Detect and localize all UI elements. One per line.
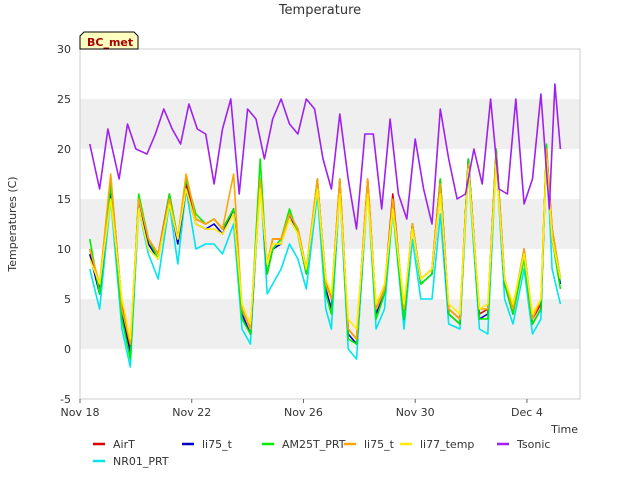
legend: AirT li75_t AM25T_PRT li75_t li77_temp Tsonic… (93, 438, 550, 468)
plot-area (79, 48, 581, 400)
x-tick-label: Nov 18 (61, 406, 100, 419)
y-axis: -5 0 5 10 15 20 25 30 (57, 43, 71, 406)
legend-label: li75_t (364, 438, 395, 451)
legend-label: NR01_PRT (113, 455, 169, 468)
x-tick-label: Nov 26 (284, 406, 323, 419)
y-axis-label: Temperatures (C) (6, 176, 19, 272)
legend-label: li77_temp (420, 438, 474, 451)
series-lines (89, 83, 562, 368)
x-tick-label: Dec 4 (511, 406, 543, 419)
y-tick-label: 5 (64, 293, 71, 306)
y-tick-label: 10 (57, 243, 71, 256)
y-tick-label: 0 (64, 343, 71, 356)
y-tick-label: 30 (57, 43, 71, 56)
y-tick-label: 15 (57, 193, 71, 206)
y-tick-label: -5 (60, 393, 71, 406)
series-line-li77-temp-5 (89, 158, 562, 340)
legend-label: li75_t (202, 438, 233, 451)
chart-title: Temperature (278, 3, 361, 18)
station-label: BC_met (87, 36, 133, 49)
legend-label: AirT (113, 438, 135, 451)
station-label-box: BC_met (79, 31, 139, 50)
y-tick-label: 25 (57, 93, 71, 106)
legend-label: Tsonic (516, 438, 550, 451)
grid-band (80, 199, 580, 249)
grid-band (80, 99, 580, 149)
x-axis: Nov 18 Nov 22 Nov 26 Nov 30 Dec 4 (61, 399, 543, 419)
series-line-tsonic-6 (89, 83, 562, 230)
x-tick-label: Nov 30 (396, 406, 435, 419)
legend-label: AM25T_PRT (282, 438, 346, 451)
x-tick-label: Nov 22 (172, 406, 211, 419)
grid-bands (80, 49, 580, 399)
y-tick-label: 20 (57, 143, 71, 156)
x-axis-label: Time (550, 423, 578, 436)
